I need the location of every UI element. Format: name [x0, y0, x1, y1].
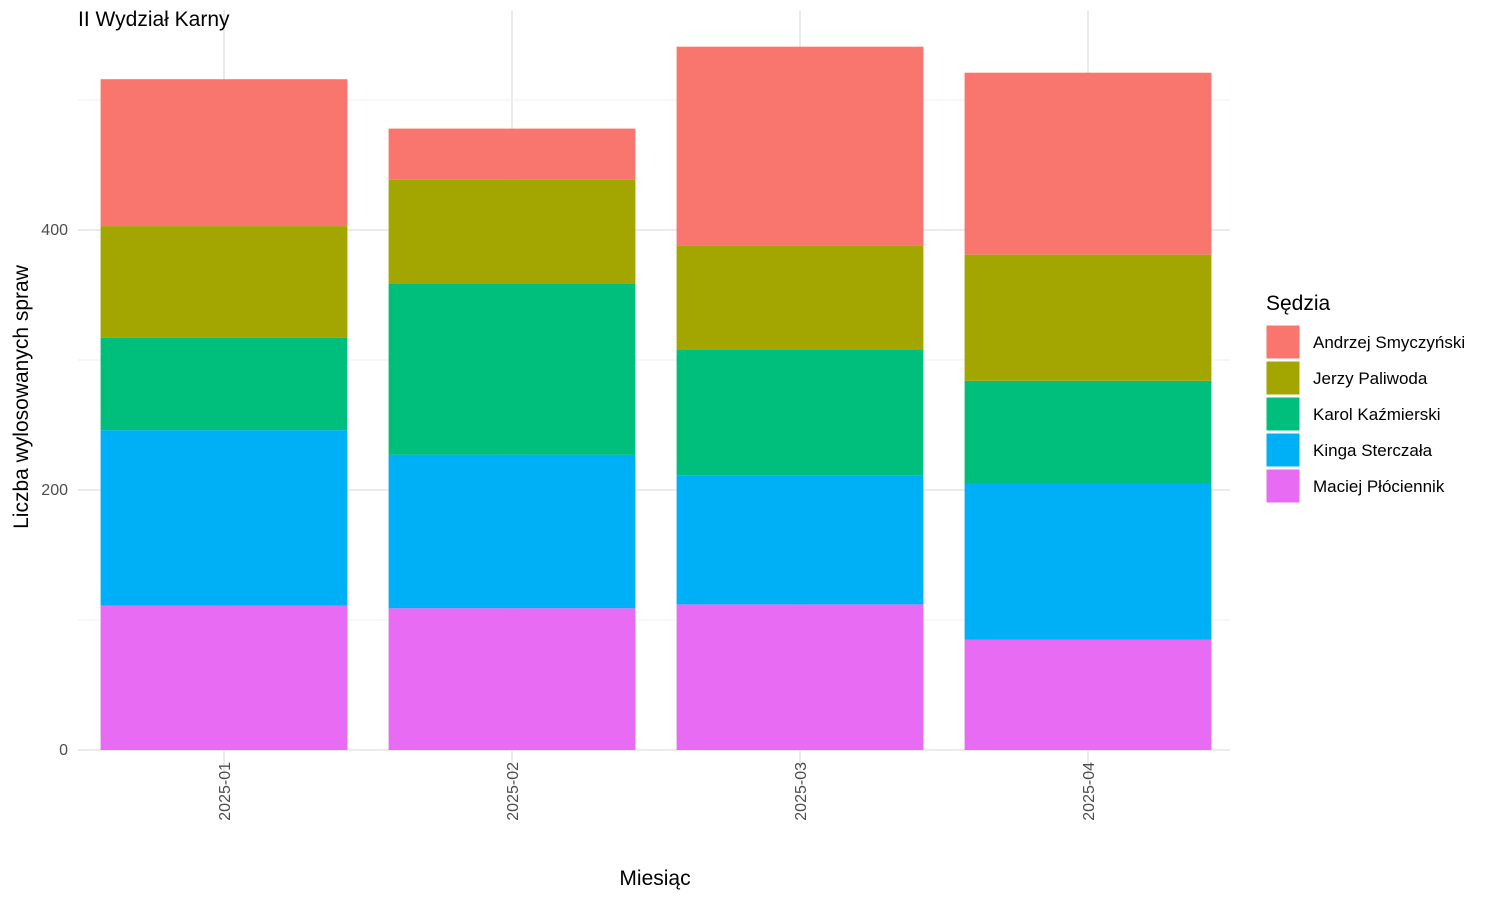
legend-label: Karol Kaźmierski [1313, 405, 1441, 424]
bar-segment [100, 79, 348, 227]
bar-segment [964, 639, 1212, 750]
legend-label: Maciej Płóciennik [1313, 477, 1445, 496]
x-axis-ticks: 2025-01 2025-02 2025-03 2025-04 [217, 762, 1098, 821]
x-tick-label: 2025-01 [217, 762, 234, 821]
bar-segment [388, 283, 636, 455]
bar-segment [100, 337, 348, 431]
legend: Sędzia Andrzej Smyczyński Jerzy Paliwoda K… [1265, 292, 1465, 504]
chart-title: II Wydział Karny [78, 8, 230, 31]
bar-segment [100, 430, 348, 606]
bar-segment [676, 604, 924, 750]
bar-segment [964, 72, 1212, 255]
legend-label: Jerzy Paliwoda [1313, 369, 1428, 388]
legend-key [1265, 324, 1301, 360]
bar-segment [676, 475, 924, 605]
bar-segment [964, 254, 1212, 381]
bar-segment [100, 226, 348, 338]
legend-title: Sędzia [1266, 292, 1331, 315]
bar-segment [100, 605, 348, 750]
legend-label: Kinga Sterczała [1313, 441, 1433, 460]
y-axis-ticks: 0 200 400 [41, 222, 68, 759]
legend-key [1265, 396, 1301, 432]
x-axis-title: Miesiąc [619, 867, 690, 890]
x-tick-label: 2025-04 [1081, 762, 1098, 821]
bars [100, 46, 1212, 750]
legend-key [1265, 360, 1301, 396]
y-tick-label: 200 [41, 482, 68, 499]
legend-key [1265, 468, 1301, 504]
bar-segment [388, 179, 636, 284]
bar-segment [676, 349, 924, 476]
bar-segment [388, 128, 636, 180]
bar-segment [388, 454, 636, 609]
x-tick-label: 2025-02 [505, 762, 522, 821]
bar-segment [388, 608, 636, 750]
bar-segment [964, 380, 1212, 484]
y-tick-label: 400 [41, 222, 68, 239]
y-axis-title: Liczba wylosowanych spraw [10, 264, 33, 529]
bar-segment [676, 245, 924, 350]
bar-segment [964, 483, 1212, 640]
legend-label: Andrzej Smyczyński [1313, 333, 1465, 352]
x-tick-label: 2025-03 [793, 762, 810, 821]
bar-segment [676, 46, 924, 246]
y-tick-label: 0 [59, 742, 68, 759]
legend-key [1265, 432, 1301, 468]
